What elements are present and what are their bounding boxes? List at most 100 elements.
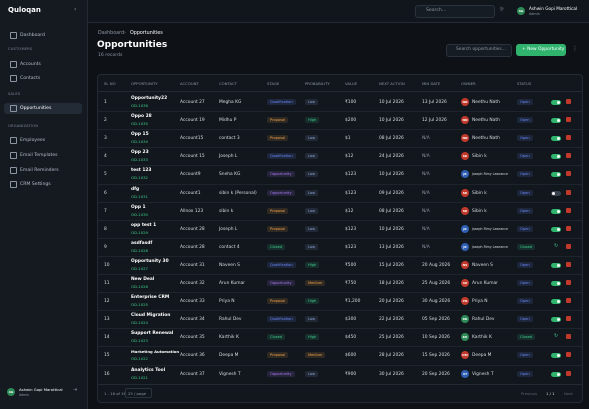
toggle[interactable] <box>551 281 561 286</box>
delete[interactable] <box>566 334 571 340</box>
owner-name: Naveen S <box>472 262 493 268</box>
logout[interactable]: ⇥ <box>73 387 78 393</box>
toggle[interactable] <box>551 226 561 232</box>
nav-icon <box>10 152 17 159</box>
min-date: 20 Sep 2026 <box>422 371 450 377</box>
nav-item[interactable]: Employees <box>20 138 46 143</box>
opp-name[interactable]: Support Renewal <box>131 331 174 337</box>
toggle[interactable] <box>551 299 561 305</box>
nav-item[interactable]: CRM Settings <box>20 182 51 187</box>
opp-name[interactable]: New Deal <box>131 277 155 282</box>
page-size-box[interactable] <box>125 388 152 398</box>
opp-name[interactable]: Enterprise CRM <box>131 295 170 301</box>
theme[interactable]: ☼ <box>499 6 505 13</box>
delete[interactable] <box>566 225 571 231</box>
delete[interactable] <box>566 261 571 267</box>
value: $123 <box>345 244 357 250</box>
delete[interactable] <box>566 153 571 159</box>
delete[interactable] <box>566 316 571 322</box>
nav-item[interactable]: Opportunities <box>20 106 52 111</box>
delete[interactable] <box>566 207 571 213</box>
contact: Naveen S <box>219 262 240 268</box>
probability: High <box>305 261 320 268</box>
owner-avatar: NN <box>461 116 469 125</box>
owner-avatar: SK <box>461 188 469 197</box>
nav-item[interactable]: Email Reminders <box>20 168 59 173</box>
row-line <box>98 165 582 167</box>
new-button[interactable] <box>516 44 566 56</box>
min-date: 13 Jul 2026 <box>422 100 447 105</box>
delete[interactable] <box>566 99 571 104</box>
stage: Qualification <box>267 261 296 268</box>
sl-no: 2 <box>104 118 107 124</box>
opp-name[interactable]: test 123 <box>131 168 152 174</box>
nav-item[interactable]: Email Templates <box>20 153 58 158</box>
min-date: 30 Aug 2026 <box>422 299 451 305</box>
delete[interactable] <box>566 243 571 249</box>
toggle[interactable] <box>551 317 561 323</box>
toggle[interactable] <box>551 371 561 377</box>
min-date: 20 Aug 2026 <box>422 262 451 268</box>
pages: 1 / 1 <box>546 391 555 396</box>
reopen[interactable]: ↻ <box>554 333 559 340</box>
opp-name[interactable]: Opp 1 <box>131 204 146 210</box>
toggle[interactable] <box>551 118 561 124</box>
opp-name[interactable]: Cloud Migration <box>131 313 171 319</box>
delete[interactable] <box>566 117 571 123</box>
contact: Midhu P <box>219 118 237 124</box>
delete[interactable] <box>566 370 571 376</box>
next-action: 13 Jul 2026 <box>379 244 404 250</box>
toggle[interactable] <box>551 154 561 160</box>
owner-name: Karthik K <box>472 335 492 341</box>
delete[interactable] <box>566 352 571 358</box>
sl-no: 1 <box>104 100 107 105</box>
opp-name[interactable]: Opp 15 <box>131 132 149 138</box>
record-count: 16 records <box>98 53 123 58</box>
opp-name[interactable]: dfg <box>131 186 140 192</box>
opp-name[interactable]: Marketing Automation <box>131 349 180 355</box>
range: 1 - 16 of 16 <box>104 391 126 396</box>
crumb[interactable]: Dashboard <box>98 31 125 36</box>
toggle[interactable] <box>551 262 561 268</box>
delete[interactable] <box>566 171 571 177</box>
opp-name[interactable]: Oppo 28 <box>131 114 152 120</box>
sl-no: 10 <box>104 262 110 268</box>
toggle[interactable] <box>551 100 561 105</box>
delete[interactable] <box>566 135 571 141</box>
nav-item[interactable]: Accounts <box>20 62 41 67</box>
more[interactable]: ⋮ <box>572 45 578 52</box>
collapse[interactable]: ‹ <box>74 6 77 13</box>
topbar: Search... ☼ AG Ashwin Gopi Marottical Ad… <box>88 0 589 23</box>
status: Open <box>517 189 533 196</box>
toggle[interactable] <box>551 172 561 178</box>
next-action: 10 Jul 2026 <box>379 172 404 178</box>
nav-icon <box>10 32 17 39</box>
delete[interactable] <box>566 189 571 195</box>
nav-item[interactable]: Contacts <box>20 76 41 81</box>
opp-name[interactable]: opp test 1 <box>131 222 157 228</box>
delete[interactable] <box>566 280 571 285</box>
toggle[interactable] <box>551 208 561 214</box>
next[interactable]: Next <box>564 391 573 396</box>
reopen[interactable]: ↻ <box>554 242 559 249</box>
user-role: Admin <box>19 393 30 397</box>
toggle[interactable] <box>551 136 561 142</box>
toggle-knob <box>557 137 560 141</box>
dropdown[interactable]: ⌄ <box>572 6 577 12</box>
opp-name[interactable]: Opportunity 30 <box>131 258 169 264</box>
search-box[interactable] <box>415 5 495 18</box>
prev[interactable]: Previous <box>521 391 538 396</box>
search-box[interactable] <box>446 44 512 57</box>
opp-name[interactable]: Analytics Tool <box>131 367 166 373</box>
delete[interactable] <box>566 298 571 304</box>
opp-name[interactable]: asdfasdf <box>131 240 153 246</box>
nav-item[interactable]: Dashboard <box>20 33 45 38</box>
row-line <box>98 129 582 131</box>
opp-name[interactable]: Opp 23 <box>131 150 149 156</box>
toggle[interactable] <box>551 353 561 359</box>
contact: Megha KG <box>219 100 242 105</box>
button-label: + New Opportunity <box>522 47 565 52</box>
toggle[interactable] <box>551 190 561 196</box>
opp-name[interactable]: Opportunity22 <box>131 96 168 101</box>
